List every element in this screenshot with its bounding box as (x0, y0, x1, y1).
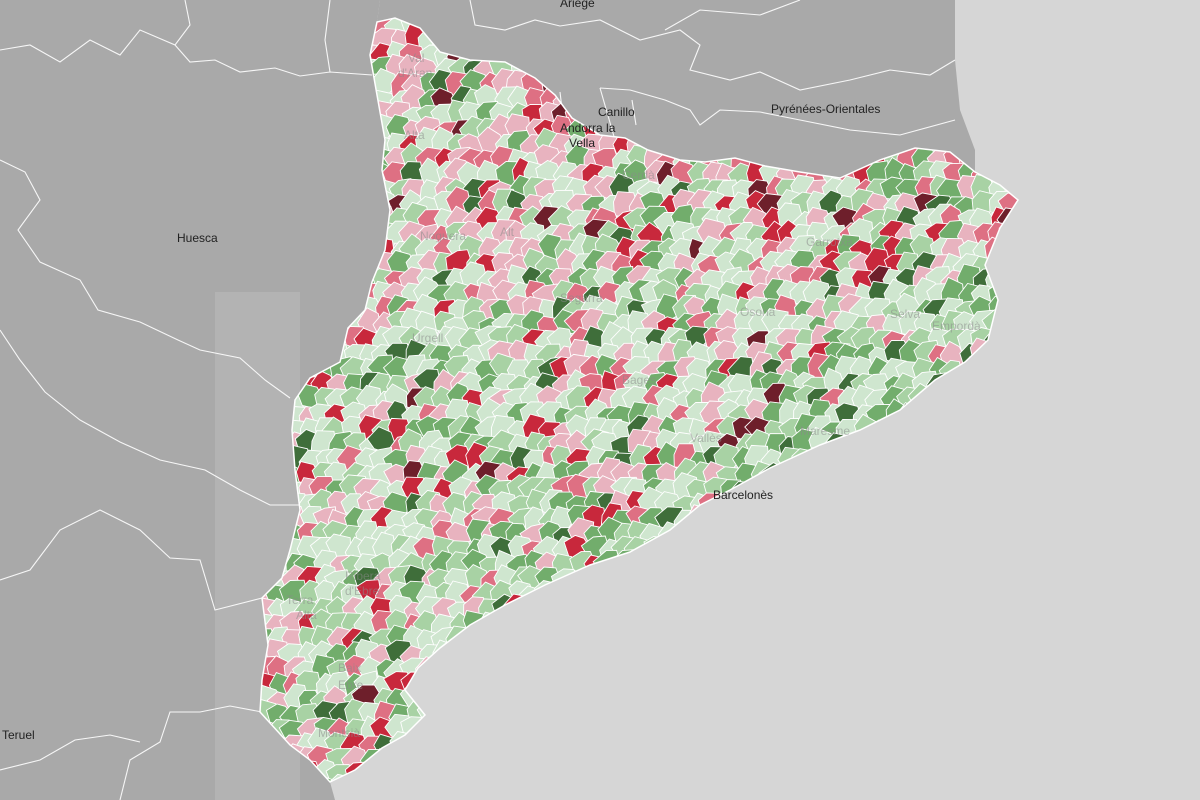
place-label-huesca: Huesca (177, 231, 218, 245)
comarca-label-urgell: Urgell (412, 331, 443, 345)
comarca-label-alta: Alta (404, 128, 425, 142)
comarca-label-baix-ebre: Baix (338, 661, 361, 675)
comarca-label-cerdanya: Cerdà (622, 168, 655, 182)
comarca-label-selva: Selva (890, 307, 920, 321)
comarca-label-ribera-2: d'Ebre (345, 584, 380, 598)
comarca-label-ribera: Ribera (345, 569, 381, 583)
comarca-label-maresme: Maresme (800, 424, 850, 438)
comarca-label-garrotxa: Garrotxa (806, 235, 853, 249)
comarca-label-terra-alta: Terra (286, 593, 314, 607)
france-land (377, 0, 975, 178)
place-labels: Ariège Canillo Andorra la Vella Pyrénées… (2, 0, 880, 742)
comarca-label-montsia: Montsià (318, 726, 360, 740)
aragon-land (0, 0, 390, 800)
municipality[interactable] (997, 192, 1026, 222)
comarca-labels: Val d'Aran Alta Alt Cerdà Noguera Segarr… (286, 51, 981, 740)
admin-boundaries (0, 0, 956, 800)
comarca-label-terra-alta-2: Alta (296, 608, 317, 622)
place-label-pyrenees-orientales: Pyrénées-Orientales (771, 102, 880, 116)
comarca-label-noguera: Noguera (420, 229, 466, 243)
comarca-label-alt: Alt (500, 225, 515, 239)
comarca-label-bages: Bages (622, 373, 656, 387)
comarca-label-emporda: Empordà (932, 319, 981, 333)
surrounding-land (0, 0, 975, 800)
place-label-teruel: Teruel (2, 728, 35, 742)
place-label-andorra-la-vella: Andorra la (560, 121, 616, 135)
comarca-label-valles: Vallès (690, 431, 722, 445)
comarca-label-baix-ebre-2: Ebre (338, 678, 364, 692)
place-label-ariege: Ariège (560, 0, 595, 10)
comarca-label-osona: Osona (740, 305, 776, 319)
comarca-label-segarra: Segarra (560, 291, 603, 305)
comarca-label-val-daran: Val (408, 51, 424, 65)
place-label-canillo: Canillo (598, 105, 635, 119)
place-label-barcelones: Barcelonès (713, 488, 773, 502)
comarca-label-val-daran-2: d'Aran (398, 66, 432, 80)
place-label-andorra-la-vella-2: Vella (569, 136, 595, 150)
